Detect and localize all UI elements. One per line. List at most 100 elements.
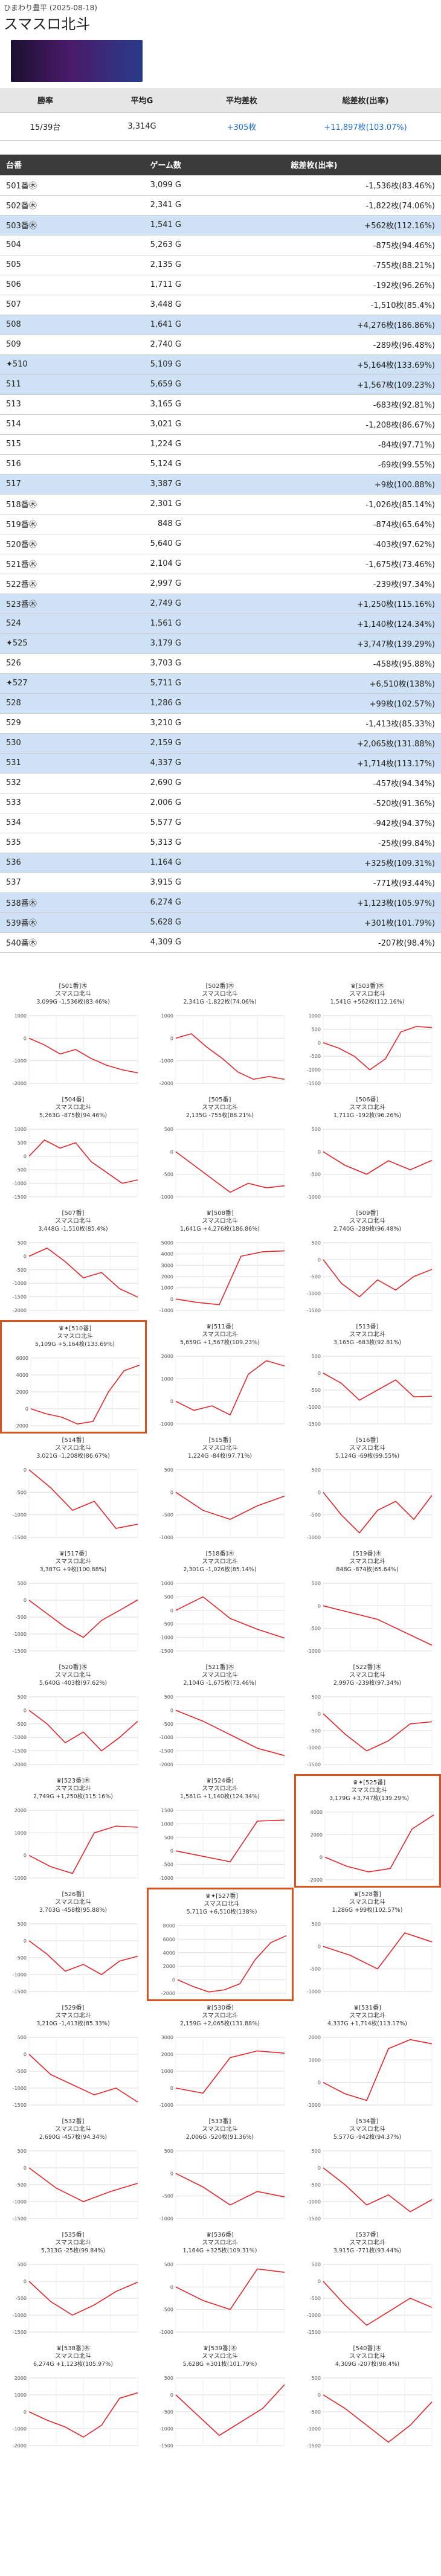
diff-line	[28, 1599, 138, 1638]
chart-summary: 1,711G -192枚(96.26%)	[333, 1112, 401, 1119]
y-tick-label: 0	[318, 1944, 321, 1949]
game-count: 5,628 G	[112, 912, 187, 933]
y-tick-label: 0	[172, 1978, 175, 1983]
diff: +1,250枚(115.16%)	[187, 594, 441, 614]
y-tick-label: 4000	[161, 1252, 173, 1257]
chart-label: [506番]	[356, 1096, 378, 1103]
y-tick-label: -500	[163, 1862, 173, 1868]
y-tick-label: 5000	[161, 1240, 173, 1246]
game-count: 4,309 G	[112, 932, 187, 953]
y-tick-label: -1000	[306, 1989, 320, 1994]
chart-summary: 5,640G -403枚(97.62%)	[39, 1679, 107, 1687]
machine-row: ✦527 5,711 G +6,510枚(138%)	[0, 673, 441, 694]
y-tick-label: -1000	[159, 1635, 173, 1641]
machine-no: 522番㊍	[0, 574, 112, 594]
machine-row: 504 5,263 G -875枚(94.46%)	[0, 235, 441, 255]
summary-value: +305枚	[193, 112, 290, 141]
y-tick-label: -1000	[13, 2199, 27, 2205]
chart-cell: [513番] スマスロ北斗 3,165G -683枚(92.81%) 500 0 -500…	[294, 1320, 441, 1434]
diff-line	[323, 2039, 432, 2101]
diff: -1,822枚(74.06%)	[187, 195, 441, 216]
y-tick-label: -1000	[306, 1535, 320, 1540]
y-tick-label: 1000	[14, 1013, 27, 1019]
y-tick-label: 1000	[161, 2069, 173, 2074]
machine-row: 517 3,387 G +9枚(100.88%)	[0, 474, 441, 495]
y-tick-label: 1500	[161, 1808, 173, 1813]
y-tick-label: 500	[164, 2262, 173, 2267]
machine-no: 506	[0, 275, 112, 295]
diff: -874枚(65.64%)	[187, 514, 441, 534]
diff: +562枚(112.16%)	[187, 215, 441, 235]
y-tick-label: -500	[309, 2182, 320, 2188]
chart-summary: 1,541G +562枚(112.16%)	[330, 998, 404, 1005]
diff: +301枚(101.79%)	[187, 912, 441, 933]
chart-label: ♛✦[525番]	[352, 1779, 385, 1786]
chart-model: スマスロ北斗	[202, 1217, 238, 1225]
chart-cell: ♛[530番] スマスロ北斗 2,159G +2,065枚(131.88%) 3000…	[147, 2001, 294, 2115]
table-header: ゲーム数	[112, 155, 187, 176]
game-count: 3,099 G	[112, 175, 187, 196]
y-tick-label: -500	[163, 1513, 173, 1518]
chart-summary: 5,313G -25枚(99.84%)	[41, 2247, 105, 2254]
y-tick-label: -500	[163, 1621, 173, 1627]
chart-label: [513番]	[356, 1323, 378, 1330]
y-tick-label: -1000	[306, 1745, 320, 1751]
machine-no: 509	[0, 335, 112, 355]
y-tick-label: -1500	[13, 1295, 27, 1300]
diff: +2,065枚(131.88%)	[187, 733, 441, 754]
chart-label: [501番]㊍	[59, 982, 88, 990]
y-tick-label: 6000	[16, 1356, 28, 1361]
chart-label: ♛[531番]	[353, 2004, 381, 2011]
y-tick-label: 0	[24, 1938, 27, 1944]
y-tick-label: -1000	[159, 2216, 173, 2222]
machine-no: ✦510	[0, 354, 112, 375]
chart-summary: 2,006G -520枚(91.36%)	[186, 2133, 254, 2141]
y-tick-label: 500	[311, 1240, 320, 1246]
diff-line	[30, 1364, 140, 1425]
machine-row: 539番㊍ 5,628 G +301枚(101.79%)	[0, 912, 441, 933]
y-tick-label: -1000	[13, 1632, 27, 1637]
y-tick-label: -500	[309, 1967, 320, 1972]
chart-model: スマスロ北斗	[55, 2353, 91, 2360]
chart-label: ♛[523番]㊍	[56, 1777, 90, 1784]
y-tick-label: -1000	[159, 1194, 173, 1200]
game-count: 5,640 G	[112, 534, 187, 554]
y-tick-label: 0	[318, 2392, 321, 2398]
y-tick-label: 0	[24, 2052, 27, 2057]
diff-line	[323, 2167, 432, 2212]
summary-value: 3,314G	[91, 112, 193, 141]
chart-model: スマスロ北斗	[202, 2353, 238, 2360]
chart-label: ♛[536番]	[206, 2231, 234, 2238]
y-tick-label: 2000	[308, 2035, 320, 2040]
y-tick-label: 0	[170, 1296, 173, 1302]
y-tick-label: -1500	[306, 1308, 320, 1313]
machine-no: 513	[0, 394, 112, 415]
machine-row: 520番㊍ 5,640 G -403枚(97.62%)	[0, 534, 441, 554]
y-tick-label: 0	[170, 1036, 173, 1041]
machine-no: ✦525	[0, 633, 112, 654]
chart-cell: ♛[536番] スマスロ北斗 1,164G +325枚(109.31%) 500 0 -5…	[147, 2228, 294, 2342]
y-tick-label: 500	[164, 1594, 173, 1600]
machine-row: 528 1,286 G +99枚(102.57%)	[0, 693, 441, 714]
chart-cell: ♛[511番] スマスロ北斗 5,659G +1,567枚(109.23%) 2000…	[147, 1320, 294, 1434]
y-tick-label: -1500	[13, 1535, 27, 1540]
y-tick-label: -1000	[13, 2313, 27, 2318]
machine-row: 526 3,703 G -458枚(95.88%)	[0, 653, 441, 674]
chart-model: スマスロ北斗	[55, 1898, 91, 1906]
chart-cell: [515番] スマスロ北斗 1,224G -84枚(97.71%) 500 0 -500 -…	[147, 1434, 294, 1547]
diff: +4,276枚(186.86%)	[187, 315, 441, 335]
y-tick-label: 500	[311, 1027, 320, 1032]
machine-row: 523番㊍ 2,749 G +1,250枚(115.16%)	[0, 594, 441, 614]
diff: +1,714枚(113.17%)	[187, 753, 441, 774]
y-tick-label: 0	[170, 2086, 173, 2091]
machine-row: 540番㊍ 4,309 G -207枚(98.4%)	[0, 932, 441, 953]
y-tick-label: -500	[309, 1274, 320, 1280]
diff-line	[28, 1825, 138, 1874]
chart-summary: 3,703G -458枚(95.88%)	[39, 1906, 107, 1914]
chart-cell: [518番]㊍ スマスロ北斗 2,301G -1,026枚(85.14%) 1000 5…	[147, 1547, 294, 1661]
diff: -1,208枚(86.67%)	[187, 414, 441, 435]
store-date: ひまわり豊平 (2025-08-18)	[4, 4, 97, 12]
